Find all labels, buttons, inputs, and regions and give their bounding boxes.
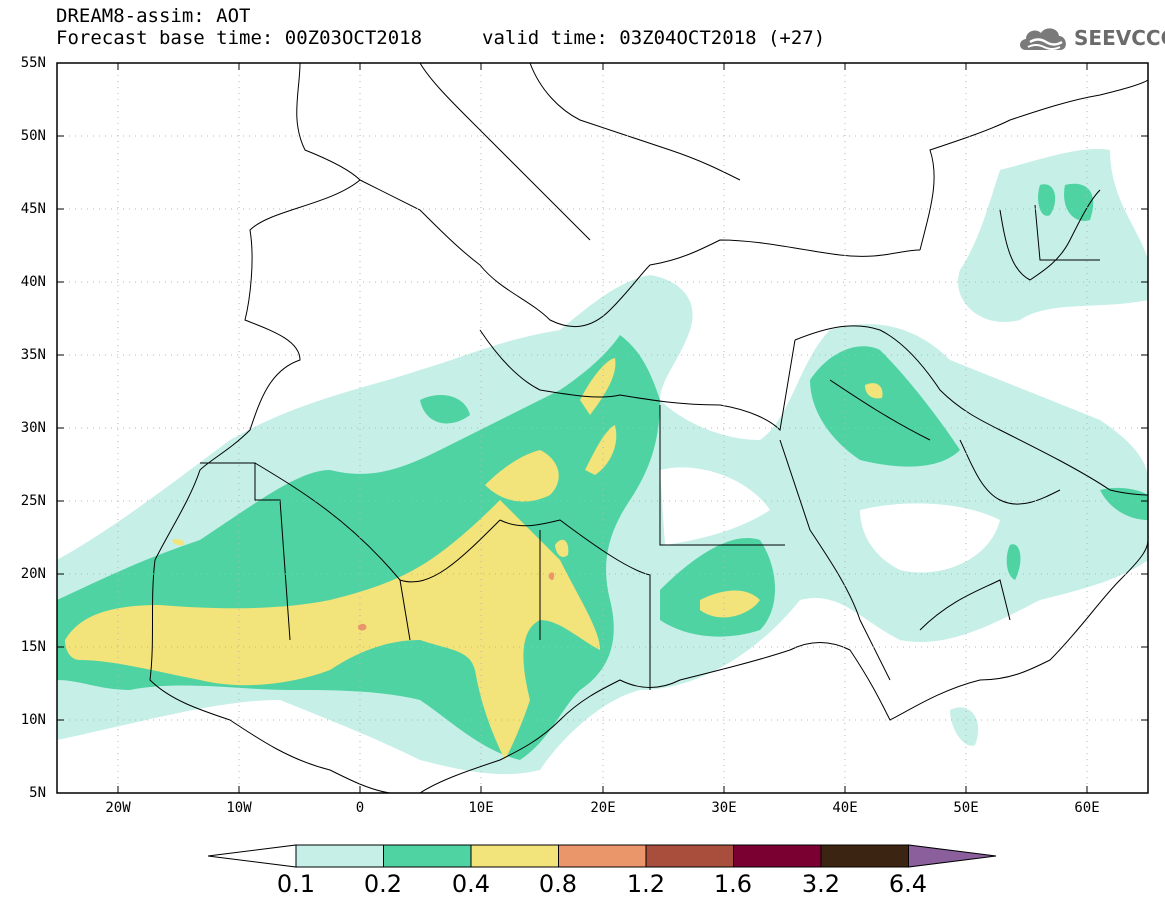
lat-tick-label: 30N <box>20 420 46 436</box>
colorbar-label: 1.6 <box>713 870 753 898</box>
lat-tick-label: 40N <box>20 274 46 290</box>
lat-tick-label: 45N <box>20 201 46 217</box>
colorbar-bin <box>470 844 559 868</box>
seevccc-logo: SEEVCCC <box>1016 22 1165 56</box>
coastlines-borders <box>149 63 1148 793</box>
lat-tick-label: 55N <box>20 55 46 71</box>
lat-tick-label: 35N <box>20 347 46 363</box>
colorbar-label: 1.2 <box>626 870 666 898</box>
lon-tick-label: 30E <box>711 800 737 816</box>
lat-tick-label: 10N <box>20 712 46 728</box>
lon-tick-label: 20E <box>590 800 616 816</box>
colorbar-label: 3.2 <box>801 870 841 898</box>
colorbar-bin <box>383 844 472 868</box>
lon-tick-label: 60E <box>1074 800 1100 816</box>
colorbar <box>207 844 997 868</box>
lat-tick-label: 25N <box>20 493 46 509</box>
colorbar-label: 0.2 <box>363 870 403 898</box>
colorbar-bin <box>820 844 909 868</box>
lat-tick-label: 20N <box>20 566 46 582</box>
map-title: DREAM8-assim: AOT <box>56 5 251 27</box>
logo-text: SEEVCCC <box>1074 26 1165 50</box>
tick-marks <box>57 63 1148 793</box>
colorbar-arrow-low <box>207 844 297 868</box>
lon-tick-label: 10W <box>226 800 252 816</box>
colorbar-arrow-high <box>908 844 997 868</box>
lat-tick-label: 15N <box>20 639 46 655</box>
lon-tick-label: 40E <box>832 800 858 816</box>
forecast-base-time: Forecast base time: 00Z03OCT2018 <box>56 27 423 49</box>
colorbar-bin <box>295 844 384 868</box>
lat-tick-label: 5N <box>29 785 46 801</box>
colorbar-bin <box>645 844 734 868</box>
colorbar-label: 6.4 <box>888 870 928 898</box>
colorbar-bin <box>558 844 647 868</box>
aot-shading <box>57 149 1148 775</box>
lon-tick-label: 20W <box>105 800 131 816</box>
lon-tick-label: 50E <box>953 800 979 816</box>
lat-tick-label: 50N <box>20 128 46 144</box>
colorbar-label: 0.1 <box>276 870 316 898</box>
lon-tick-label: 10E <box>468 800 494 816</box>
colorbar-label: 0.4 <box>451 870 491 898</box>
colorbar-label: 0.8 <box>538 870 578 898</box>
valid-time: valid time: 03Z04OCT2018 (+27) <box>482 27 826 49</box>
aot-level-0-8 <box>357 572 555 631</box>
colorbar-bin <box>733 844 822 868</box>
cloud-icon <box>1020 28 1066 50</box>
aot-level-0-4 <box>65 358 883 760</box>
lon-tick-label: 0 <box>355 800 365 816</box>
